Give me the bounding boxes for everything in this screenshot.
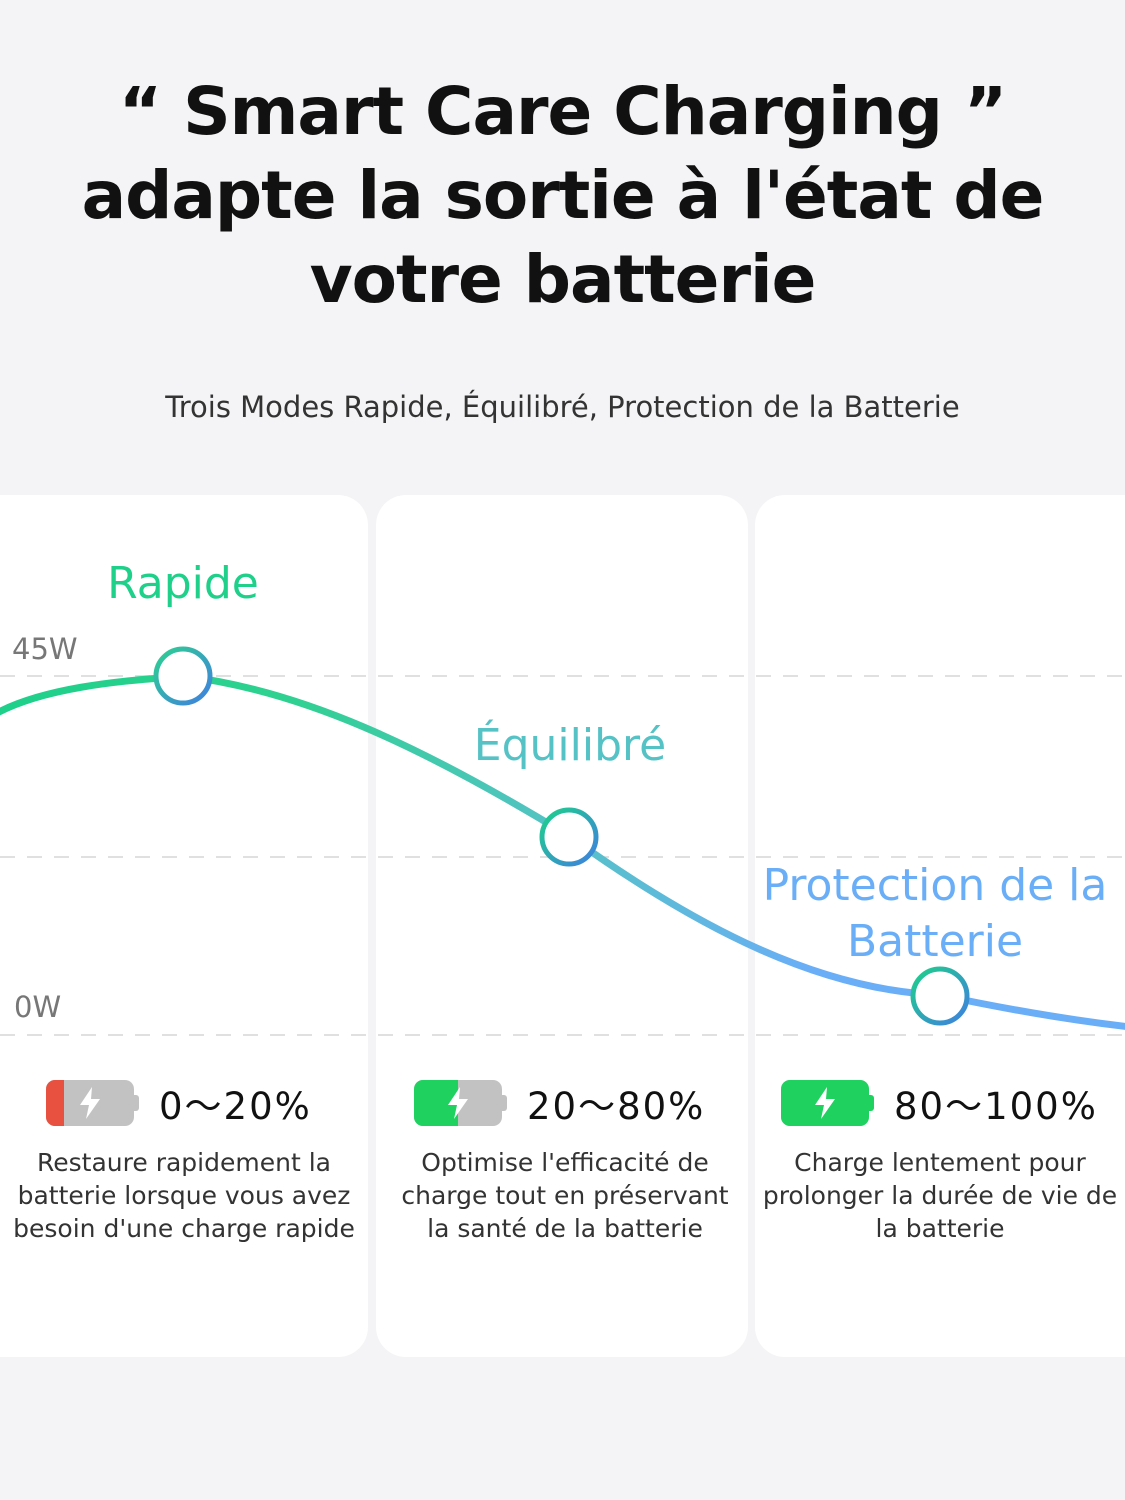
range-text-rapide: 0～20% (159, 1085, 312, 1128)
lightning-bolt-icon (448, 1087, 468, 1119)
page-title-line-2: adapte la sortie à l'état de (81, 157, 1045, 234)
mode-card-protection (755, 495, 1125, 1357)
mode-point-rapide (153, 646, 213, 706)
mode-label-protection: Protection de la Batterie (762, 860, 1108, 967)
page-title-line-3: votre batterie (309, 241, 817, 318)
battery-tip (134, 1095, 139, 1111)
mode-point-equilibre (539, 807, 599, 867)
battery-tip (502, 1095, 507, 1111)
axis-label-min: 0W (14, 990, 62, 1024)
lightning-bolt-icon (815, 1087, 835, 1119)
lightning-bolt-icon (80, 1087, 100, 1119)
range-text-equilibre: 20～80% (527, 1085, 706, 1128)
mode-label-rapide: Rapide (107, 558, 259, 609)
mode-description-protection: Charge lentement pour prolonger la durée… (762, 1148, 1118, 1243)
mode-card-equilibre (376, 495, 748, 1357)
battery-half-icon (414, 1080, 502, 1126)
range-text-protection: 80～100% (894, 1085, 1098, 1128)
battery-tip (869, 1095, 874, 1111)
battery-full-icon (781, 1080, 869, 1126)
mode-description-rapide: Restaure rapidement la batterie lorsque … (13, 1148, 355, 1243)
range-row-protection: 80～100% (781, 1078, 1098, 1128)
mode-description-equilibre: Optimise l'efficacité de charge tout en … (401, 1148, 729, 1243)
range-row-equilibre: 20～80% (414, 1078, 705, 1128)
page-title: “ Smart Care Charging ” adapte la sortie… (0, 70, 1125, 322)
axis-label-max: 45W (12, 632, 78, 666)
range-row-rapide: 0～20% (46, 1078, 312, 1128)
mode-label-equilibre: Équilibré (473, 720, 667, 771)
mode-point-protection (910, 966, 970, 1026)
subtitle: Trois Modes Rapide, Équilibré, Protectio… (165, 390, 960, 424)
mode-card-rapide (0, 495, 368, 1357)
battery-low-icon (46, 1080, 134, 1126)
page-title-line-1: “ Smart Care Charging ” (118, 73, 1008, 150)
battery-fill (46, 1080, 64, 1126)
